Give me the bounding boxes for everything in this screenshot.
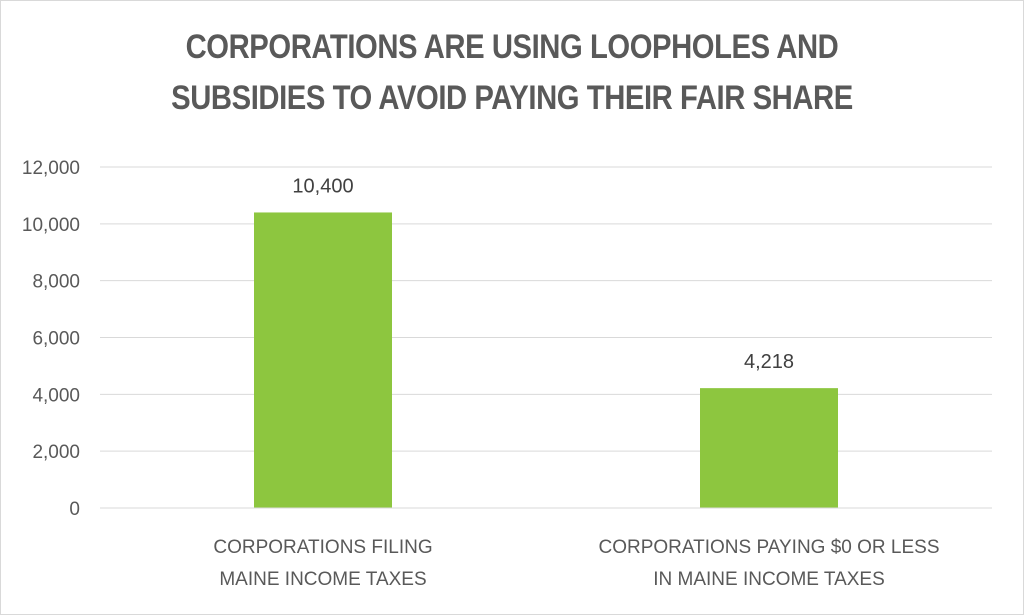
y-tick-label: 4,000	[32, 385, 80, 406]
y-tick-label: 10,000	[22, 215, 80, 236]
y-tick-label: 8,000	[32, 272, 80, 293]
bar	[700, 388, 838, 508]
chart-title-line-1: CORPORATIONS ARE USING LOOPHOLES AND	[185, 28, 839, 66]
chart-title-line-2: SUBSIDIES TO AVOID PAYING THEIR FAIR SHA…	[171, 79, 853, 117]
y-tick-label: 6,000	[32, 329, 80, 350]
x-category-label: CORPORATIONS PAYING $0 OR LESS	[598, 537, 939, 558]
bar	[254, 212, 392, 508]
y-tick-label: 0	[69, 499, 80, 520]
x-category-label: IN MAINE INCOME TAXES	[653, 569, 885, 590]
chart-title: CORPORATIONS ARE USING LOOPHOLES AND SUB…	[72, 22, 953, 124]
data-label: 10,400	[292, 175, 353, 197]
y-tick-label: 12,000	[22, 158, 80, 179]
x-category-label: CORPORATIONS FILING	[213, 537, 432, 558]
data-label: 4,218	[744, 351, 794, 373]
y-tick-label: 2,000	[32, 442, 80, 463]
x-category-label: MAINE INCOME TAXES	[219, 569, 426, 590]
